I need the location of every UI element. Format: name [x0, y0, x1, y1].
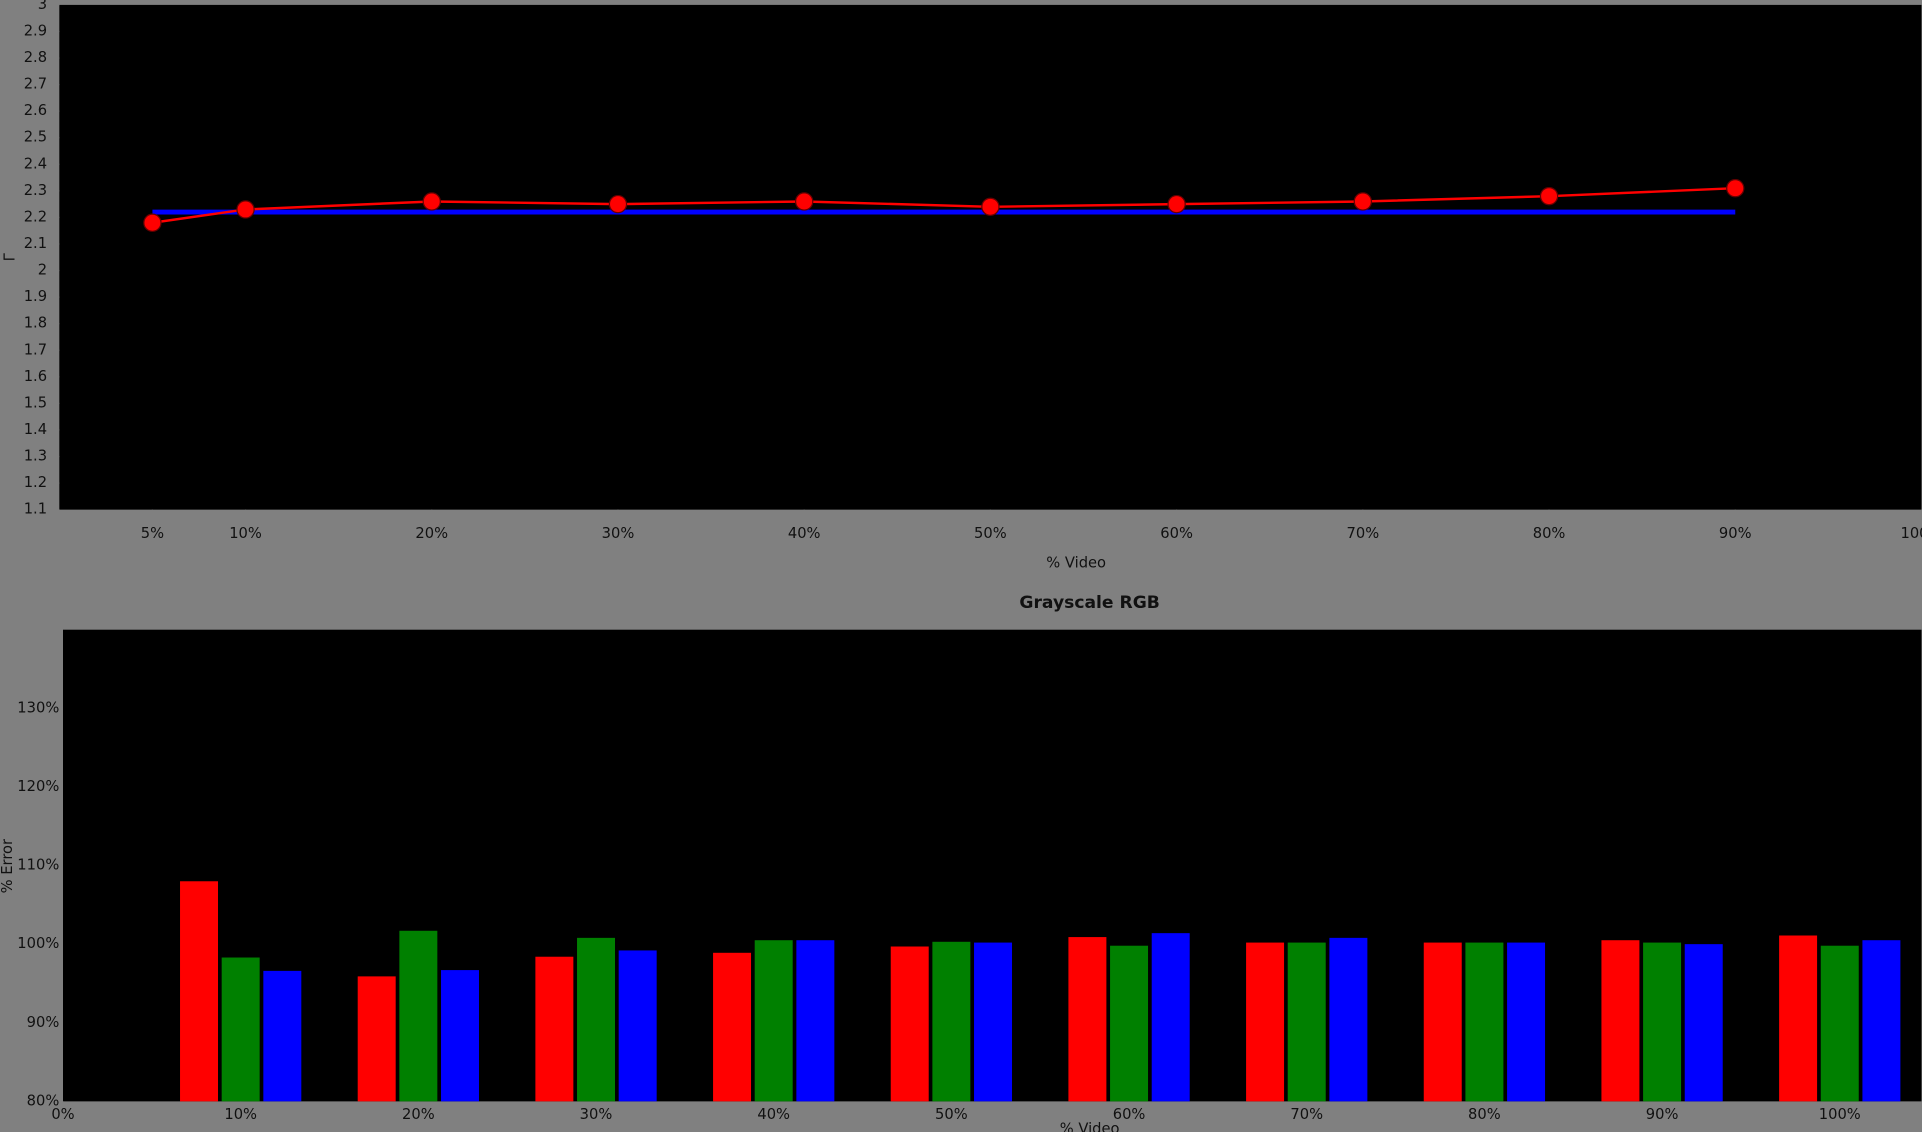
x-tick-label: 40%	[788, 525, 821, 542]
y-tick-label: 100%	[17, 935, 59, 952]
bar	[1601, 940, 1640, 1102]
y-tick-label: 1.8	[24, 315, 47, 332]
bar	[1246, 942, 1285, 1102]
chart-title: Grayscale RGB	[1019, 593, 1159, 613]
y-tick-label: 120%	[17, 778, 59, 795]
x-tick-label: 80%	[1468, 1106, 1501, 1123]
bar	[796, 940, 835, 1102]
marker	[794, 192, 814, 211]
bar	[1643, 942, 1682, 1102]
bar	[1779, 935, 1818, 1102]
series-line	[152, 186, 1736, 224]
bar	[399, 930, 438, 1102]
y-tick-label: 90%	[27, 1014, 60, 1031]
y-tick-label: 1.7	[24, 341, 47, 358]
bar	[1862, 940, 1901, 1102]
x-tick-label: 50%	[974, 525, 1007, 542]
bar	[180, 881, 219, 1102]
y-tick-label: 1.2	[24, 474, 47, 491]
x-tick-label: 10%	[224, 1106, 257, 1123]
y-axis-label: % Error	[0, 838, 16, 893]
bar	[713, 952, 752, 1102]
marker	[1539, 186, 1559, 206]
y-tick-label: 2.2	[24, 208, 47, 225]
bar	[535, 956, 574, 1102]
plot-area	[59, 4, 1922, 510]
marker	[608, 194, 628, 214]
marker	[1726, 179, 1745, 198]
marker	[422, 192, 441, 211]
bar	[1110, 945, 1149, 1102]
marker	[1353, 192, 1373, 211]
x-tick-label: 20%	[402, 1106, 435, 1123]
y-tick-label: 2.4	[24, 155, 47, 172]
y-tick-label: 1.4	[24, 421, 47, 438]
x-axis-label: % Video	[1046, 555, 1106, 572]
x-tick-label: 60%	[1113, 1106, 1146, 1123]
bar	[1151, 933, 1190, 1102]
y-tick-label: 2.9	[24, 22, 47, 39]
bar	[263, 970, 302, 1102]
bar	[1820, 945, 1859, 1102]
bar	[221, 957, 260, 1102]
y-tick-label: 1.5	[24, 394, 47, 411]
y-tick-label: 1.6	[24, 368, 47, 385]
x-tick-label: 50%	[935, 1106, 968, 1123]
y-axis-label: Γ	[1, 252, 18, 261]
marker	[236, 200, 255, 219]
bar	[441, 970, 479, 1102]
x-tick-label: 90%	[1646, 1106, 1679, 1123]
bar	[1684, 944, 1723, 1102]
marker	[143, 213, 162, 232]
bar	[754, 940, 793, 1102]
x-tick-label: 80%	[1533, 525, 1566, 542]
x-tick-label: 30%	[580, 1106, 613, 1123]
y-tick-label: 110%	[17, 857, 59, 874]
bar	[890, 946, 929, 1102]
bar	[1287, 942, 1326, 1102]
x-tick-label: 5%	[141, 525, 164, 542]
bar	[1423, 942, 1462, 1102]
x-tick-label: 20%	[415, 525, 448, 542]
y-tick-label: 2.6	[24, 102, 47, 119]
x-tick-label: 90%	[1719, 525, 1752, 542]
y-tick-label: 2.5	[24, 129, 47, 146]
y-tick-label: 3	[38, 0, 47, 13]
y-tick-label: 1.1	[24, 501, 47, 518]
marker	[1167, 194, 1186, 214]
y-tick-label: 1.3	[24, 448, 47, 465]
x-tick-label: 10%	[229, 525, 262, 542]
bar	[1507, 942, 1546, 1102]
y-tick-label: 2.1	[24, 235, 47, 252]
x-tick-label: 60%	[1160, 525, 1193, 542]
marker	[981, 197, 1000, 216]
bar	[1068, 937, 1107, 1102]
bar	[357, 976, 396, 1102]
x-tick-label: 100%	[1819, 1106, 1861, 1123]
bar	[1465, 942, 1504, 1102]
y-tick-label: 1.9	[24, 288, 47, 305]
bar	[618, 950, 657, 1102]
y-tick-label: 2	[38, 262, 47, 279]
y-tick-label: 2.8	[24, 49, 47, 66]
x-tick-label: 30%	[602, 525, 635, 542]
x-tick-label: 0%	[51, 1106, 74, 1123]
y-tick-label: 2.7	[24, 76, 47, 93]
x-tick-label: 100%	[1900, 525, 1922, 542]
x-tick-label: 70%	[1290, 1106, 1323, 1123]
y-tick-label: 130%	[17, 699, 59, 716]
x-tick-label: 40%	[757, 1106, 790, 1123]
x-axis-label: % Video	[1060, 1121, 1120, 1132]
y-tick-label: 2.3	[24, 182, 47, 199]
bar	[577, 937, 616, 1102]
bar	[974, 942, 1013, 1102]
x-tick-label: 70%	[1347, 525, 1380, 542]
y-tick-label: 80%	[27, 1092, 60, 1109]
bar	[1329, 937, 1368, 1102]
bar	[932, 941, 971, 1102]
